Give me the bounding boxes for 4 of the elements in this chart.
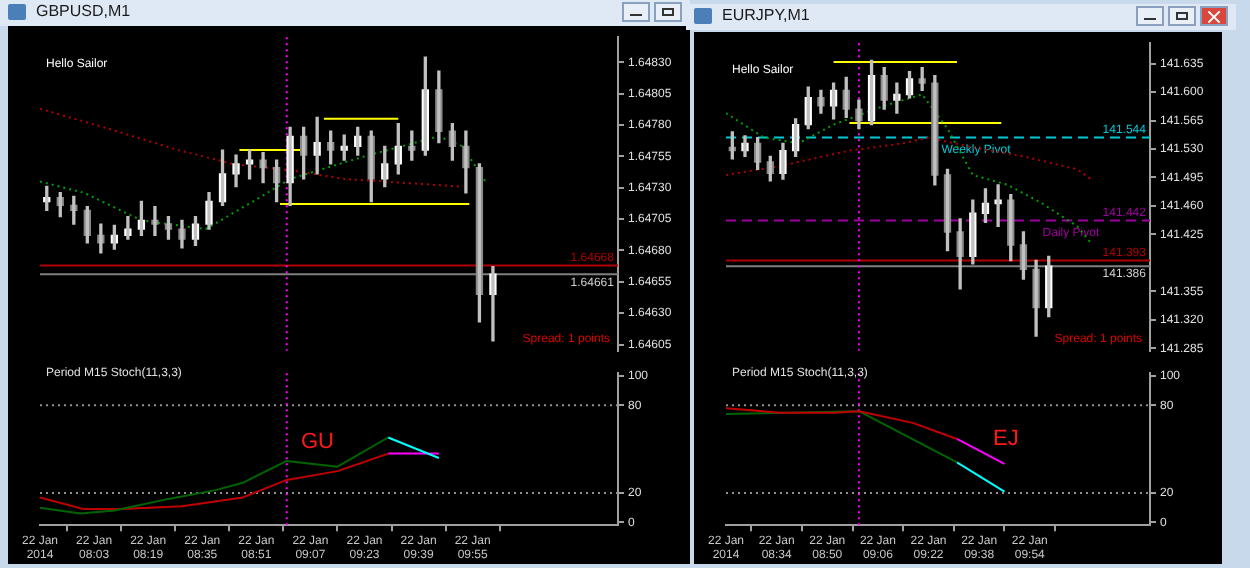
chart-title: EURJPY,M1 (722, 6, 810, 24)
annotation: EJ (993, 426, 1019, 451)
chart-title: GBPUSD,M1 (36, 2, 131, 20)
annotation: GU (300, 429, 335, 454)
